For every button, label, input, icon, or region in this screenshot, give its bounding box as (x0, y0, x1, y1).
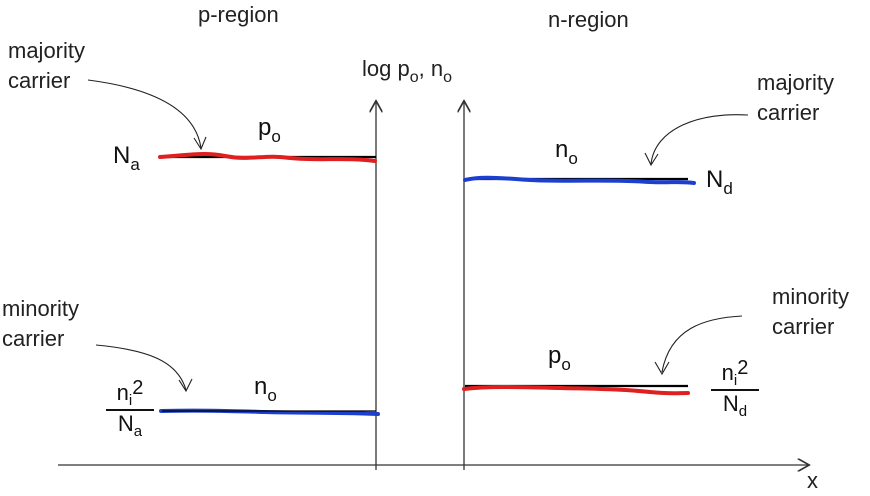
arrow-majority-left-head (193, 136, 207, 151)
symbol-Na: Na (113, 142, 140, 174)
symbol-Nd: Nd (706, 166, 733, 198)
n-minority-hole-curve (462, 385, 690, 396)
n-region-label: n-region (548, 7, 629, 32)
x-axis-label: x (807, 468, 818, 493)
annotation-majority-carrier-left: majority carrier (8, 38, 86, 93)
arrow-minority-left (95, 344, 187, 391)
p-region-label: p-region (198, 2, 279, 27)
annotation-minority-carrier-right: minority carrier (772, 284, 850, 339)
symbol-p-region-minority: no (254, 373, 277, 405)
y-axis-label: log po, no (362, 56, 452, 86)
arrow-minority-right-head (654, 361, 670, 376)
symbol-p-region-majority: po (258, 114, 281, 146)
annotation-majority-carrier-right: majority carrier (757, 70, 835, 125)
fraction-ni2-over-Nd: ni2 Nd (711, 357, 759, 420)
fraction-bar (711, 389, 759, 391)
arrow-majority-left (87, 79, 202, 149)
arrow-minority-left-head (178, 378, 193, 393)
fraction-ni2-over-Na: ni2 Na (106, 377, 154, 440)
arrow-majority-right (650, 114, 749, 165)
arrow-minority-right (661, 315, 743, 373)
p-majority-hole-curve (158, 152, 377, 163)
symbol-n-region-minority: po (548, 342, 571, 374)
symbol-n-region-majority: no (555, 136, 578, 168)
annotation-minority-carrier-left: minority carrier (2, 296, 80, 351)
arrow-majority-right-head (644, 152, 659, 167)
fraction-bar (106, 409, 154, 411)
n-majority-electron-curve (463, 175, 696, 185)
